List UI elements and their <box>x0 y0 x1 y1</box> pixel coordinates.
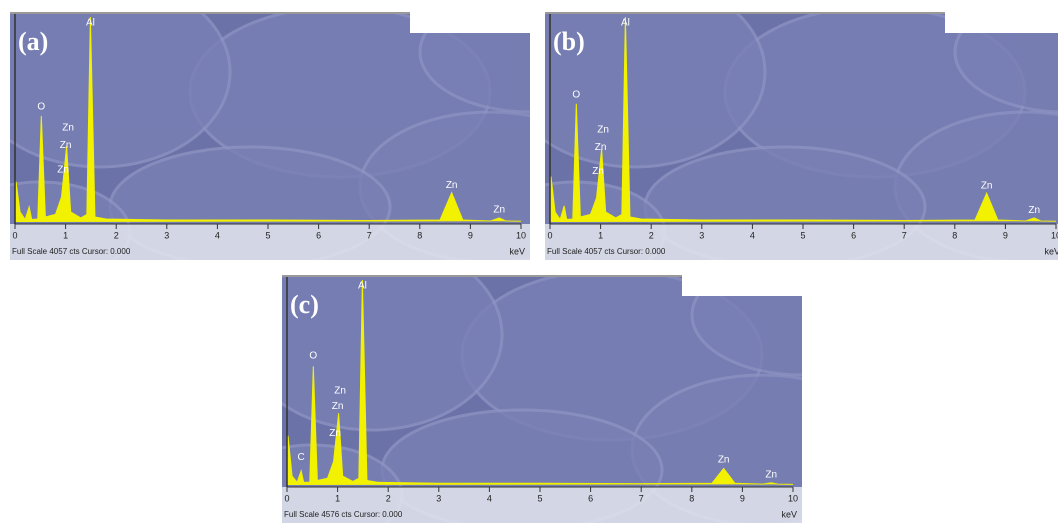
x-axis-label: keV <box>781 509 797 519</box>
x-tick-label: 0 <box>12 230 17 240</box>
panel-label: (a) <box>18 27 48 56</box>
background-grain <box>545 12 767 169</box>
x-tick-label: 8 <box>689 493 694 503</box>
axis-strip <box>282 487 802 523</box>
peak-label: Zn <box>329 428 341 439</box>
footer-text: Full Scale 4057 cts Cursor: 0.000 <box>12 247 131 256</box>
footer-text: Full Scale 4576 cts Cursor: 0.000 <box>284 510 403 519</box>
x-axis-label: keV <box>1044 246 1058 256</box>
x-tick-label: 4 <box>750 230 755 240</box>
x-tick-label: 1 <box>598 230 603 240</box>
peak-label: Al <box>358 280 367 291</box>
peak-label: O <box>309 351 317 362</box>
x-tick-label: 1 <box>63 230 68 240</box>
x-tick-label: 4 <box>487 493 492 503</box>
x-tick-label: 0 <box>547 230 552 240</box>
x-tick-label: 6 <box>316 230 321 240</box>
peak-label: Zn <box>592 166 604 177</box>
peak-label: Al <box>86 18 95 29</box>
peak-label: O <box>37 101 45 112</box>
peak-label: Zn <box>332 401 344 412</box>
peak-label: Zn <box>765 469 777 480</box>
x-tick-label: 2 <box>649 230 654 240</box>
x-tick-label: 3 <box>436 493 441 503</box>
x-tick-label: 9 <box>740 493 745 503</box>
x-tick-label: 3 <box>699 230 704 240</box>
background-grain <box>282 275 504 432</box>
peak-label: Zn <box>1028 205 1040 216</box>
panel-label: (c) <box>290 290 319 319</box>
panel-label: (b) <box>553 27 585 56</box>
axis-strip <box>10 224 530 260</box>
x-tick-label: 7 <box>367 230 372 240</box>
x-tick-label: 8 <box>952 230 957 240</box>
spectrum <box>549 16 1057 223</box>
x-tick-label: 3 <box>164 230 169 240</box>
x-tick-label: 5 <box>537 493 542 503</box>
peak-label: Al <box>621 18 630 29</box>
x-tick-label: 6 <box>851 230 856 240</box>
x-tick-label: 9 <box>1003 230 1008 240</box>
x-axis-label: keV <box>509 246 525 256</box>
peak-label: Zn <box>981 180 993 191</box>
peak-label: Zn <box>334 386 346 397</box>
x-tick-label: 10 <box>788 493 798 503</box>
x-tick-label: 1 <box>335 493 340 503</box>
x-tick-label: 7 <box>639 493 644 503</box>
x-tick-label: 5 <box>800 230 805 240</box>
peak-label: Zn <box>57 165 69 176</box>
x-tick-label: 10 <box>1051 230 1058 240</box>
peak-label: Zn <box>595 142 607 153</box>
peak-label: Zn <box>446 180 458 191</box>
x-tick-label: 2 <box>386 493 391 503</box>
x-tick-label: 8 <box>417 230 422 240</box>
panel: 0 1 2 3 4 5 6 7 8 9 10 keV Full Scale 4057 cts Curso… <box>545 12 1058 260</box>
x-tick-label: 4 <box>215 230 220 240</box>
x-tick-label: 10 <box>516 230 526 240</box>
background-grain <box>690 275 802 377</box>
panel: 0 1 2 3 4 5 6 7 8 9 10 keV Full Scale 4576 cts Curso… <box>282 275 802 523</box>
axis-strip <box>545 224 1058 260</box>
x-tick-label: 9 <box>468 230 473 240</box>
x-tick-label: 0 <box>284 493 289 503</box>
background-grain <box>10 12 232 169</box>
x-tick-label: 2 <box>114 230 119 240</box>
peak-label: Zn <box>60 140 72 151</box>
panel: 0 1 2 3 4 5 6 7 8 9 10 keV Full Scale 4057 cts Curso… <box>10 12 530 260</box>
x-tick-label: 5 <box>265 230 270 240</box>
x-tick-label: 7 <box>902 230 907 240</box>
peak-label: Zn <box>718 455 730 466</box>
peak-label: Zn <box>493 205 505 216</box>
spectrum <box>286 279 794 486</box>
spectrum <box>14 16 522 223</box>
peak-label: Zn <box>597 125 609 136</box>
peak-label: O <box>572 89 580 100</box>
peak-label: C <box>298 452 305 463</box>
peak-label: Zn <box>62 123 74 134</box>
x-tick-label: 6 <box>588 493 593 503</box>
footer-text: Full Scale 4057 cts Cursor: 0.000 <box>547 247 666 256</box>
